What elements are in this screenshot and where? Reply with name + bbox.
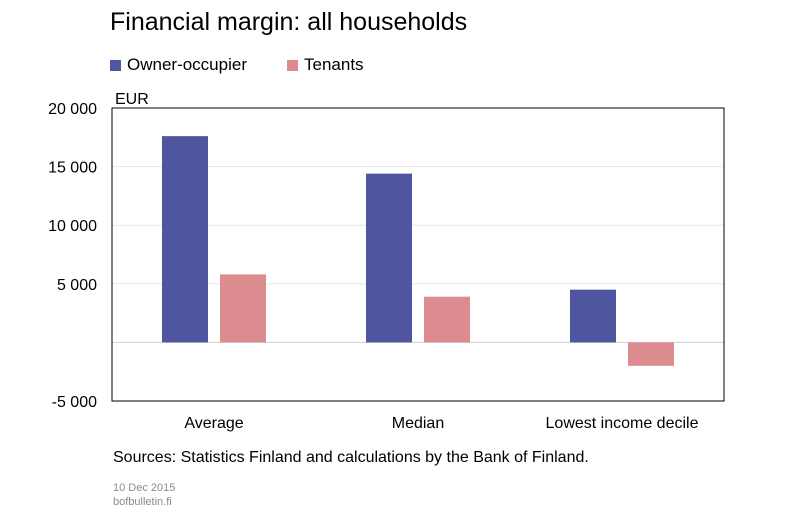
site-name: bofbulletin.fi <box>113 496 172 508</box>
bar-chart: -5 000 5 000 10 000 15 000 20 000 EUR Average M… <box>48 91 725 432</box>
bar-tenants-1 <box>424 296 470 343</box>
y-axis-label: EUR <box>115 91 149 108</box>
legend-swatch-owner-occupier <box>110 59 121 71</box>
publication-date: 10 Dec 2015 <box>113 482 176 494</box>
y-tick-label: 10 000 <box>48 218 97 235</box>
plot-frame <box>111 107 725 402</box>
chart-title: Financial margin: all households <box>110 8 468 36</box>
legend-swatch-tenants <box>287 59 298 71</box>
x-tick-label: Average <box>184 415 243 432</box>
sources-note: Sources: Statistics Finland and calculat… <box>113 449 589 466</box>
bar-owner-occupier-0 <box>162 136 208 343</box>
y-tick-label: 15 000 <box>48 160 97 177</box>
bar-tenants-2 <box>628 342 674 366</box>
bar-owner-occupier-2 <box>570 289 616 343</box>
y-tick-label: -5 000 <box>52 394 97 411</box>
legend-label-tenants: Tenants <box>304 55 364 74</box>
legend: Owner-occupier Tenants <box>110 54 404 76</box>
y-tick-label: 5 000 <box>57 277 97 294</box>
legend-item-owner-occupier: Owner-occupier <box>110 55 247 75</box>
x-tick-label: Lowest income decile <box>546 415 699 432</box>
legend-item-tenants: Tenants <box>287 55 364 75</box>
bar-owner-occupier-1 <box>366 173 412 343</box>
legend-label-owner-occupier: Owner-occupier <box>127 55 247 74</box>
x-tick-label: Median <box>392 415 444 432</box>
bar-tenants-0 <box>220 274 266 343</box>
y-tick-label: 20 000 <box>48 101 97 118</box>
